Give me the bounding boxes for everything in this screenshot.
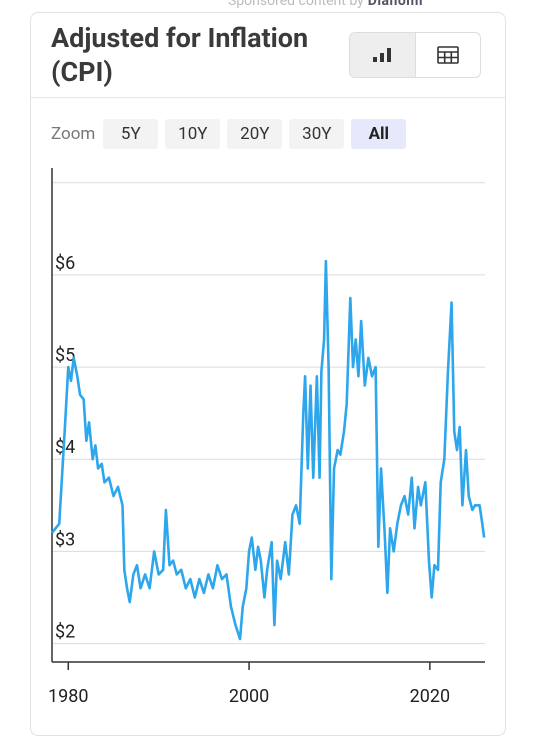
chart-card: Adjusted for Inflation (CPI) Zoom 5Y 10Y 2… xyxy=(30,12,506,736)
sponsor-brand[interactable]: Dianomi xyxy=(367,0,424,9)
y-tick-label: $3 xyxy=(55,529,75,550)
x-tick-label: 1980 xyxy=(48,686,88,707)
y-tick-label: $5 xyxy=(55,345,75,366)
chart-title: Adjusted for Inflation (CPI) xyxy=(51,22,309,88)
zoom-label: Zoom xyxy=(51,124,96,144)
y-tick-label: $6 xyxy=(55,253,75,274)
zoom-button[interactable]: 5Y xyxy=(103,119,159,149)
x-tick-label: 2020 xyxy=(410,686,450,707)
view-switch xyxy=(349,32,481,78)
zoom-button[interactable]: 20Y xyxy=(227,119,283,149)
data-line xyxy=(50,259,486,641)
card-header: Adjusted for Inflation (CPI) xyxy=(31,13,505,98)
sponsor-text: Sponsored content by xyxy=(228,0,364,9)
zoom-button[interactable]: All xyxy=(351,119,407,149)
table-view-button[interactable] xyxy=(416,33,481,77)
chart-icon xyxy=(373,48,392,62)
x-tick-label: 2000 xyxy=(229,686,269,707)
zoom-button[interactable]: 30Y xyxy=(289,119,345,149)
sponsor-line: Sponsored content by Dianomi xyxy=(228,0,423,9)
zoom-bar: Zoom 5Y 10Y 20Y 30Y All xyxy=(51,119,413,149)
y-tick-label: $2 xyxy=(55,622,75,643)
chart-view-button[interactable] xyxy=(350,33,416,77)
y-tick-label: $4 xyxy=(55,437,75,458)
table-icon xyxy=(436,46,459,64)
zoom-button[interactable]: 10Y xyxy=(165,119,221,149)
